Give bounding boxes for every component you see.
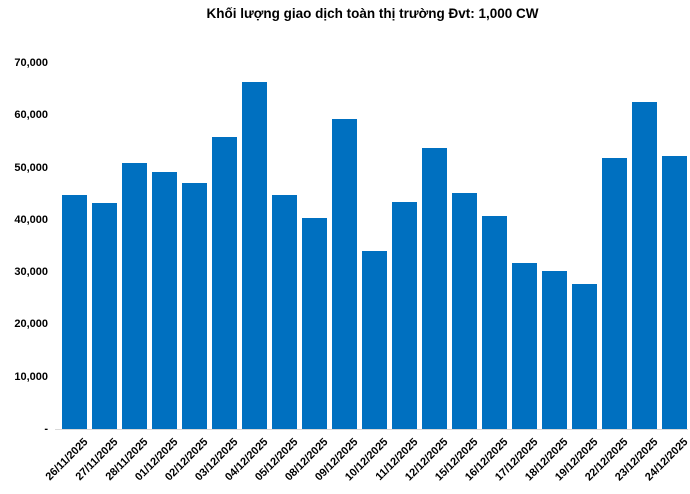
- x-axis-line: [55, 429, 688, 430]
- bar: [331, 118, 357, 429]
- bar: [151, 171, 177, 429]
- bar: [451, 193, 477, 429]
- bar: [241, 82, 267, 429]
- y-tick-label: 60,000: [14, 109, 48, 122]
- bar: [361, 250, 387, 429]
- bar: [481, 216, 507, 429]
- y-tick-label: 40,000: [14, 213, 48, 226]
- bar: [301, 217, 327, 429]
- bar: [271, 195, 297, 429]
- bar: [571, 284, 597, 429]
- chart-title: Khối lượng giao dịch toàn thị trường Đvt…: [206, 6, 539, 21]
- bar: [601, 158, 627, 429]
- y-tick-label: -: [44, 423, 48, 435]
- bar: [181, 183, 207, 429]
- bar: [421, 148, 447, 429]
- bar: [91, 203, 117, 429]
- y-tick-label: 30,000: [14, 266, 48, 279]
- y-tick-label: 70,000: [14, 57, 48, 69]
- bar: [121, 162, 147, 429]
- bar: [541, 270, 567, 429]
- y-tick-label: 50,000: [14, 161, 48, 174]
- y-tick-label: 20,000: [14, 318, 48, 331]
- bar: [661, 156, 687, 429]
- bar: [61, 195, 87, 429]
- bar: [211, 137, 237, 429]
- y-tick-label: 10,000: [14, 370, 48, 383]
- bar: [511, 262, 537, 429]
- bar: [391, 201, 417, 429]
- bar: [631, 102, 657, 429]
